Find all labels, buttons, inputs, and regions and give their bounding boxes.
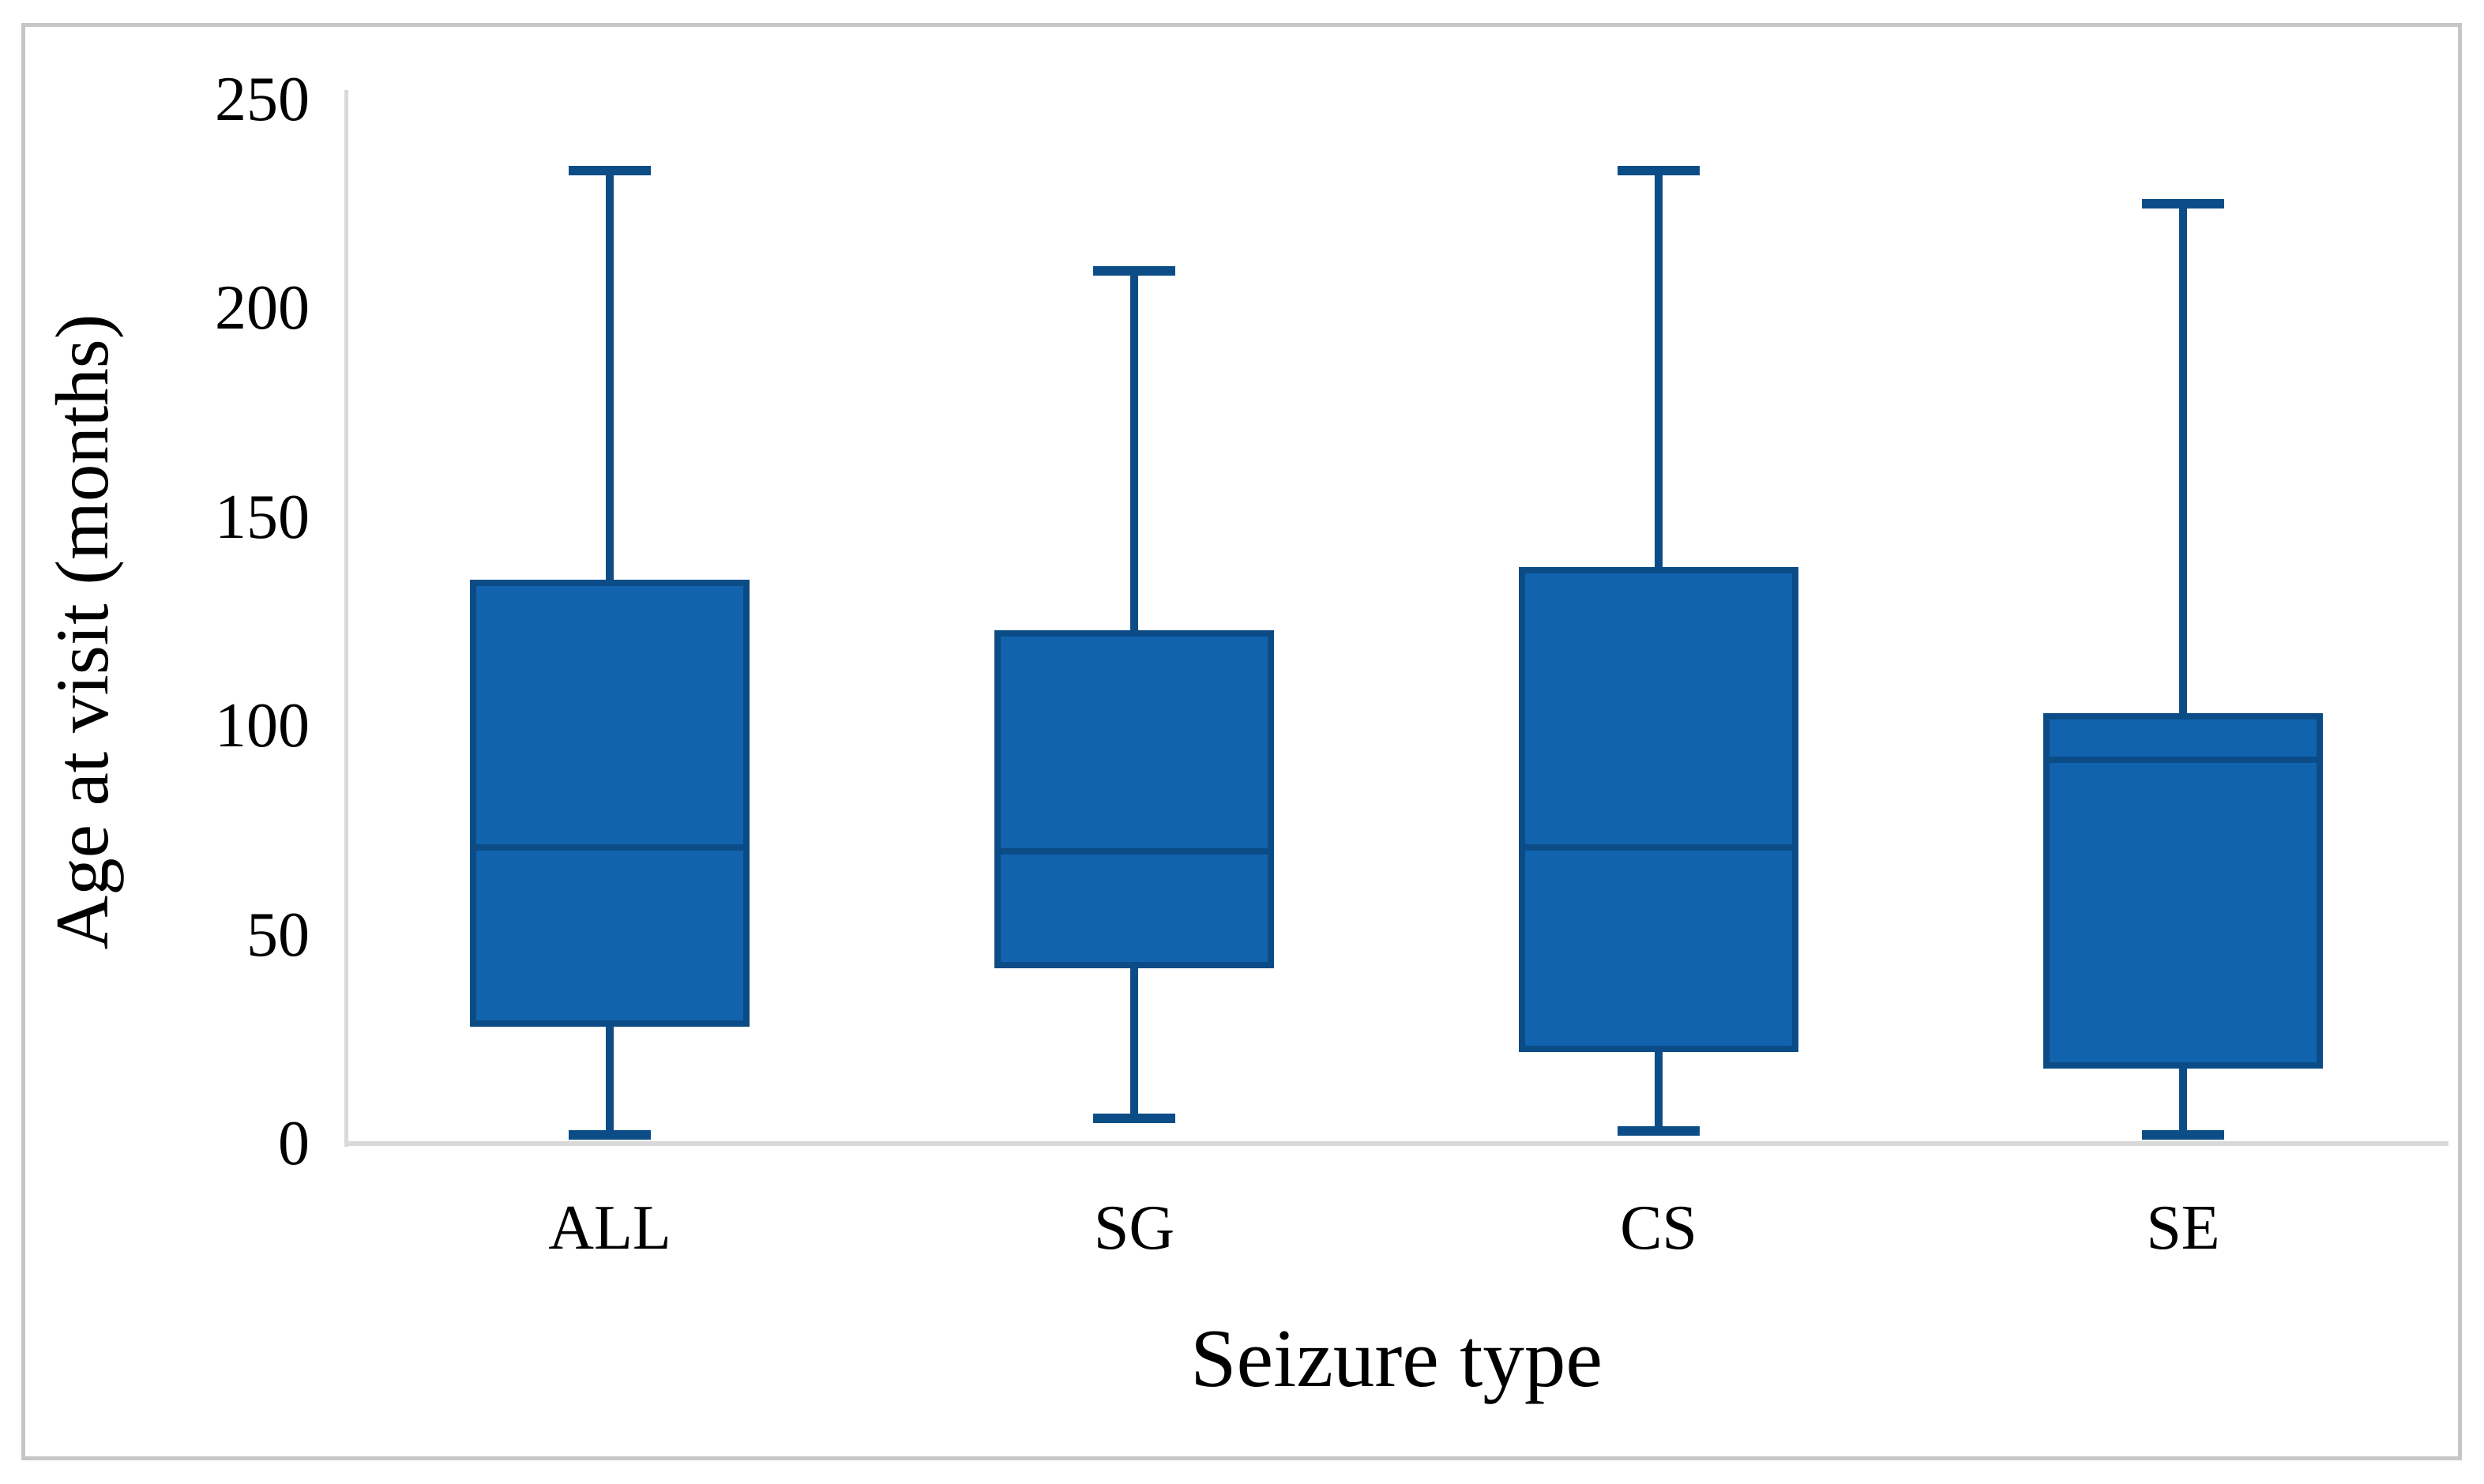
y-axis-title: Age at visit (months) xyxy=(40,314,124,950)
x-axis-title: Seizure type xyxy=(1190,1312,1603,1404)
upper-whisker-line xyxy=(1130,271,1138,630)
median-line xyxy=(476,844,743,851)
y-tick-label-0: 0 xyxy=(278,1109,310,1178)
lower-whisker-line xyxy=(606,1027,614,1135)
category-label-SG: SG xyxy=(1093,1193,1175,1263)
lower-whisker-line xyxy=(1130,968,1138,1118)
iqr-box xyxy=(994,630,1274,968)
upper-whisker-cap xyxy=(1618,166,1700,175)
y-tick-label-200: 200 xyxy=(215,273,310,343)
category-label-SE: SE xyxy=(2146,1193,2220,1263)
category-label-ALL: ALL xyxy=(548,1193,671,1263)
y-tick-label-150: 150 xyxy=(215,483,310,552)
x-axis-line xyxy=(344,1141,2448,1146)
y-axis-line xyxy=(344,90,348,1147)
lower-whisker-cap xyxy=(1093,1114,1175,1123)
iqr-box xyxy=(1519,567,1798,1052)
upper-whisker-line xyxy=(606,171,614,580)
lower-whisker-cap xyxy=(1618,1126,1700,1136)
lower-whisker-cap xyxy=(569,1130,651,1140)
upper-whisker-line xyxy=(2179,204,2187,713)
iqr-box xyxy=(470,580,750,1027)
lower-whisker-line xyxy=(1655,1052,1663,1131)
median-line xyxy=(1001,848,1268,855)
upper-whisker-cap xyxy=(2142,199,2224,209)
lower-whisker-line xyxy=(2179,1069,2187,1135)
lower-whisker-cap xyxy=(2142,1130,2224,1140)
category-label-CS: CS xyxy=(1620,1193,1697,1263)
iqr-box xyxy=(2043,713,2323,1069)
y-tick-label-100: 100 xyxy=(215,691,310,761)
y-tick-label-50: 50 xyxy=(246,900,310,970)
y-tick-label-250: 250 xyxy=(215,65,310,134)
upper-whisker-cap xyxy=(1093,266,1175,276)
upper-whisker-cap xyxy=(569,166,651,175)
median-line xyxy=(2050,757,2317,763)
upper-whisker-line xyxy=(1655,171,1663,567)
median-line xyxy=(1525,844,1792,851)
